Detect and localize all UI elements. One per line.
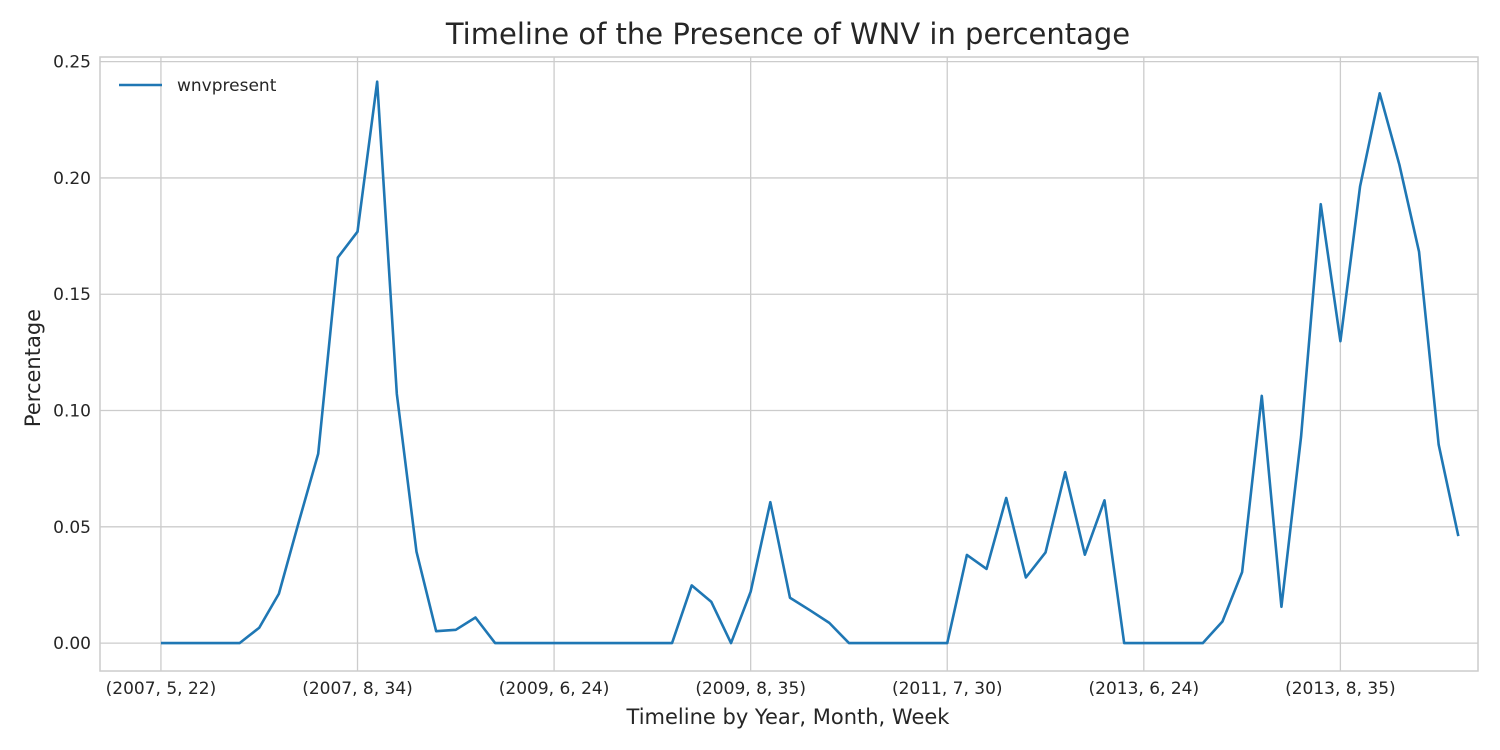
x-tick-label: (2013, 8, 35) (1285, 679, 1396, 699)
grid-lines (100, 57, 1478, 671)
x-tick-label: (2009, 6, 24) (499, 679, 610, 699)
plot-frame (99, 56, 1479, 672)
x-tick-label: (2007, 8, 34) (302, 679, 413, 699)
x-tick-label: (2007, 5, 22) (106, 679, 217, 699)
y-tick-label: 0.25 (53, 53, 91, 73)
series-layer (160, 80, 1460, 645)
tick-labels: 0.00 0.05 0.10 0.15 0.20 0.25 (2007, 5, 22) (20… (53, 53, 1396, 699)
legend: wnvpresent (119, 76, 277, 96)
y-tick-label: 0.15 (53, 285, 91, 305)
y-tick-label: 0.00 (53, 634, 91, 654)
x-tick-label: (2013, 6, 24) (1089, 679, 1200, 699)
legend-label-wnvpresent: wnvpresent (177, 76, 277, 96)
x-axis-label: Timeline by Year, Month, Week (626, 705, 951, 729)
series-line-wnvpresent (160, 80, 1460, 645)
y-tick-label: 0.20 (53, 169, 91, 189)
chart-title: Timeline of the Presence of WNV in perce… (445, 17, 1130, 51)
x-tick-label: (2011, 7, 30) (892, 679, 1003, 699)
y-axis-label: Percentage (21, 309, 45, 427)
y-tick-label: 0.05 (53, 518, 91, 538)
y-tick-label: 0.10 (53, 402, 91, 422)
x-tick-label: (2009, 8, 35) (695, 679, 806, 699)
